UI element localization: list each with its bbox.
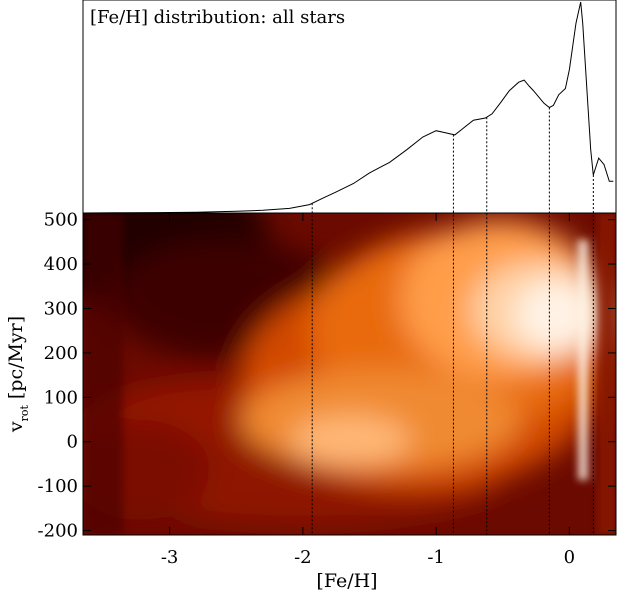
- x-tick-label: 0: [564, 547, 575, 568]
- y-tick-label: 500: [44, 210, 78, 231]
- heatmap-blob: [290, 415, 410, 465]
- metallicity-histogram-panel: [Fe/H] distribution: all stars: [82, 0, 617, 214]
- y-tick-label: 0: [67, 432, 78, 453]
- y-tick-label: 100: [44, 387, 78, 408]
- histogram-frame: [82, 0, 617, 214]
- histogram-line: [83, 1, 614, 213]
- y-axis-title: vrot [pc/Myr]: [5, 316, 31, 433]
- histogram-title: [Fe/H] distribution: all stars: [90, 7, 345, 28]
- x-axis-title: [Fe/H]: [316, 570, 377, 590]
- y-axis-title-subscript: rot: [18, 405, 31, 422]
- x-tick-label: -2: [294, 547, 312, 568]
- y-tick-label: -100: [38, 476, 78, 497]
- heatmap-stripe: [578, 240, 588, 480]
- y-tick-label: 400: [44, 254, 78, 275]
- y-axis-title-symbol: v: [5, 421, 27, 433]
- heatmap-edge: [83, 213, 123, 535]
- x-tick-label: -1: [427, 547, 445, 568]
- x-tick-label: -3: [161, 547, 179, 568]
- y-axis-title-unit: [pc/Myr]: [5, 316, 27, 399]
- y-tick-label: 300: [44, 298, 78, 319]
- y-tick-label: 200: [44, 343, 78, 364]
- svg-text:vrot[pc/Myr]: vrot [pc/Myr]: [5, 316, 31, 433]
- heatmap-blob: [515, 280, 595, 350]
- y-tick-label: -200: [38, 521, 78, 542]
- metallicity-markers: [311, 107, 594, 535]
- x-axis-ticks: -3 -2 -1 0: [161, 213, 575, 568]
- heatmap-density: [83, 213, 616, 535]
- y-axis-ticks: 500 400 300 200 100 0 -100 -200: [38, 210, 616, 542]
- heatmap-frame: [82, 212, 617, 536]
- heatmap-stripe: [598, 213, 616, 535]
